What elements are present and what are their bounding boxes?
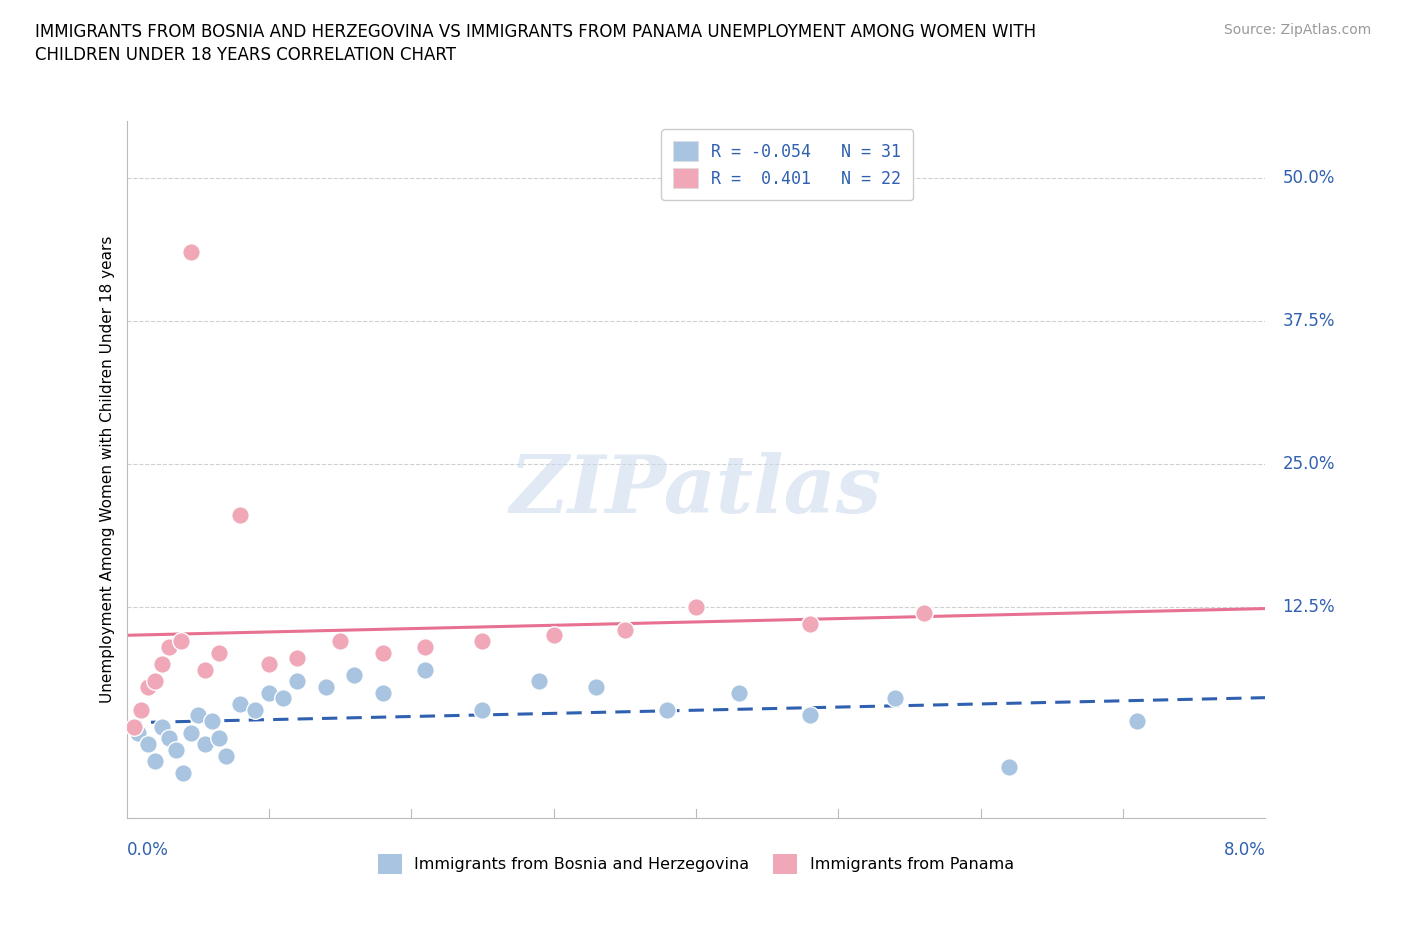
- Point: [169, 633, 191, 648]
- Point: [122, 720, 145, 735]
- Point: [727, 685, 749, 700]
- Point: [657, 702, 679, 717]
- Text: 37.5%: 37.5%: [1282, 312, 1334, 330]
- Legend: Immigrants from Bosnia and Herzegovina, Immigrants from Panama: Immigrants from Bosnia and Herzegovina, …: [371, 848, 1021, 880]
- Text: 50.0%: 50.0%: [1282, 169, 1334, 187]
- Point: [157, 731, 180, 746]
- Point: [884, 691, 907, 706]
- Point: [415, 640, 437, 655]
- Point: [127, 725, 149, 740]
- Point: [143, 754, 166, 769]
- Point: [287, 651, 309, 666]
- Point: [208, 645, 231, 660]
- Point: [165, 742, 187, 757]
- Text: 12.5%: 12.5%: [1282, 598, 1336, 616]
- Point: [229, 508, 252, 523]
- Point: [543, 628, 565, 643]
- Y-axis label: Unemployment Among Women with Children Under 18 years: Unemployment Among Women with Children U…: [100, 236, 115, 703]
- Point: [912, 605, 935, 620]
- Text: 25.0%: 25.0%: [1282, 455, 1334, 473]
- Point: [471, 633, 494, 648]
- Point: [194, 737, 217, 751]
- Point: [799, 617, 821, 631]
- Text: CHILDREN UNDER 18 YEARS CORRELATION CHART: CHILDREN UNDER 18 YEARS CORRELATION CHAR…: [35, 46, 456, 64]
- Point: [157, 640, 180, 655]
- Point: [529, 673, 551, 688]
- Point: [180, 725, 202, 740]
- Point: [315, 680, 337, 695]
- Text: IMMIGRANTS FROM BOSNIA AND HERZEGOVINA VS IMMIGRANTS FROM PANAMA UNEMPLOYMENT AM: IMMIGRANTS FROM BOSNIA AND HERZEGOVINA V…: [35, 23, 1036, 41]
- Point: [343, 668, 366, 683]
- Point: [187, 708, 209, 723]
- Point: [371, 645, 394, 660]
- Point: [613, 622, 636, 637]
- Point: [287, 673, 309, 688]
- Point: [799, 708, 821, 723]
- Point: [415, 662, 437, 677]
- Point: [136, 680, 159, 695]
- Text: 0.0%: 0.0%: [127, 842, 169, 859]
- Point: [1126, 713, 1149, 728]
- Point: [143, 673, 166, 688]
- Point: [180, 245, 202, 259]
- Point: [129, 702, 152, 717]
- Text: ZIPatlas: ZIPatlas: [510, 452, 882, 529]
- Point: [243, 702, 266, 717]
- Text: Source: ZipAtlas.com: Source: ZipAtlas.com: [1223, 23, 1371, 37]
- Point: [136, 737, 159, 751]
- Text: 8.0%: 8.0%: [1223, 842, 1265, 859]
- Point: [685, 600, 707, 615]
- Point: [201, 713, 224, 728]
- Point: [329, 633, 352, 648]
- Point: [998, 760, 1021, 775]
- Point: [150, 657, 173, 671]
- Point: [208, 731, 231, 746]
- Point: [257, 685, 280, 700]
- Point: [257, 657, 280, 671]
- Point: [172, 765, 194, 780]
- Point: [271, 691, 294, 706]
- Point: [229, 697, 252, 711]
- Point: [150, 720, 173, 735]
- Point: [215, 748, 238, 763]
- Point: [585, 680, 607, 695]
- Point: [194, 662, 217, 677]
- Point: [471, 702, 494, 717]
- Point: [371, 685, 394, 700]
